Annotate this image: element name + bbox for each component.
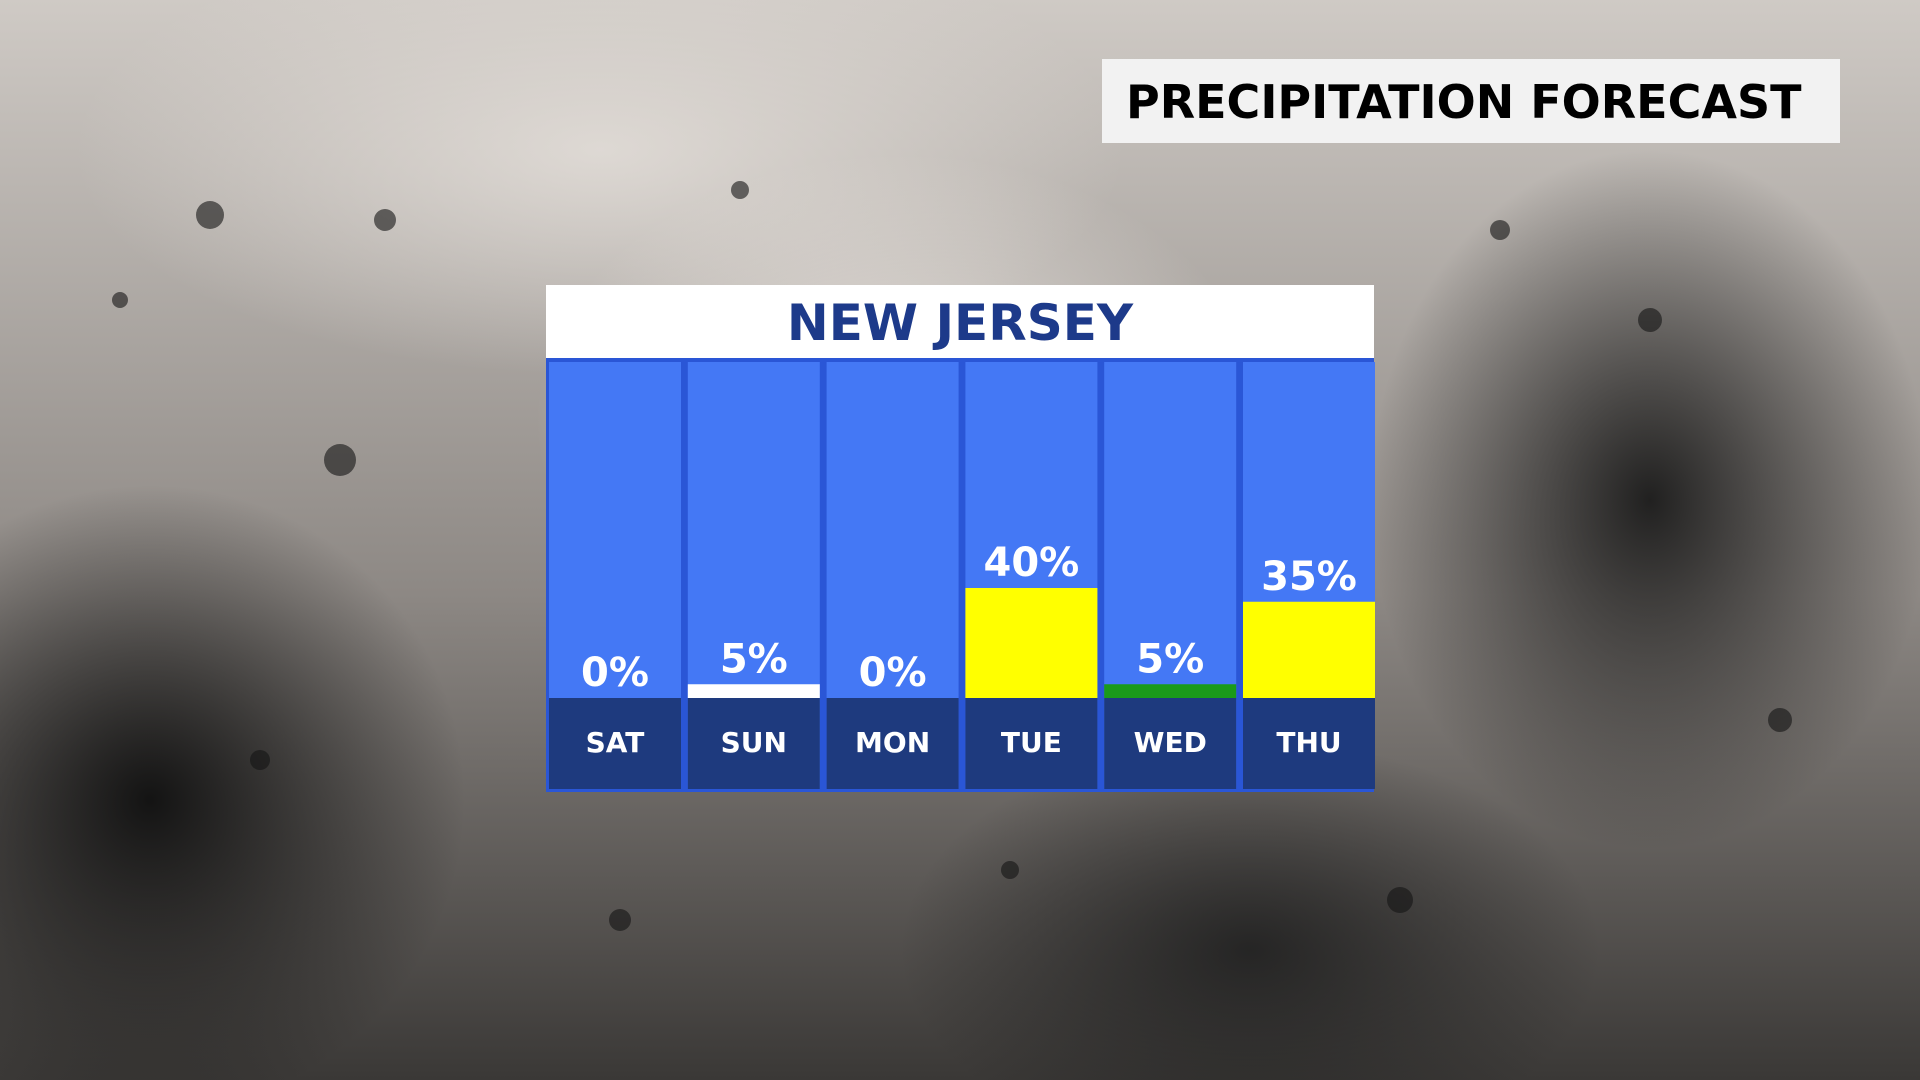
day-band: [687, 698, 820, 789]
day-band: [1104, 698, 1237, 789]
x-tick-label: MON: [855, 726, 930, 759]
value-label: 35%: [1261, 554, 1357, 600]
day-band: [826, 698, 959, 789]
bar: [1243, 601, 1375, 698]
day-band: [549, 698, 681, 789]
value-label: 5%: [720, 636, 788, 682]
value-label: 0%: [581, 650, 649, 696]
value-label: 5%: [1136, 636, 1204, 682]
x-tick-label: SUN: [721, 726, 787, 759]
bar: [1104, 684, 1237, 698]
bar: [965, 588, 1098, 698]
bar: [687, 684, 820, 698]
title-band: [546, 285, 1374, 358]
header-box: [1102, 59, 1840, 143]
day-band: [965, 698, 1098, 789]
header-title: PRECIPITATION FORECAST: [1126, 75, 1802, 129]
x-tick-label: SAT: [586, 726, 645, 759]
chart-title: NEW JERSEY: [787, 294, 1134, 352]
x-tick-label: TUE: [1001, 726, 1062, 759]
x-tick-label: WED: [1134, 726, 1207, 759]
drops: [112, 181, 1792, 931]
day-band: [1243, 698, 1375, 789]
value-label: 0%: [859, 650, 927, 696]
x-tick-label: THU: [1276, 726, 1341, 759]
value-label: 40%: [984, 540, 1080, 586]
